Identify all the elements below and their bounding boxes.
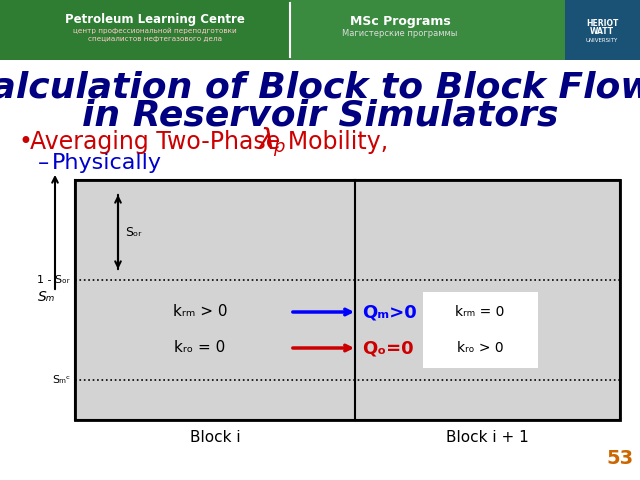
Text: 1 - Sₒᵣ: 1 - Sₒᵣ xyxy=(37,275,70,285)
Text: –: – xyxy=(38,153,49,173)
Text: Physically: Physically xyxy=(52,153,162,173)
Text: Averaging Two-Phase Mobility,: Averaging Two-Phase Mobility, xyxy=(30,130,396,154)
Text: λ: λ xyxy=(258,127,275,155)
Bar xyxy=(565,0,640,60)
Bar xyxy=(290,0,640,60)
Text: MSc Programs: MSc Programs xyxy=(349,15,451,28)
Text: специалистов нефтегазового дела: специалистов нефтегазового дела xyxy=(88,36,222,42)
Text: Petroleum Learning Centre: Petroleum Learning Centre xyxy=(65,13,245,26)
Text: kᵣₘ = 0: kᵣₘ = 0 xyxy=(455,305,505,319)
Text: центр профессиональной переподготовки: центр профессиональной переподготовки xyxy=(73,28,237,34)
Text: p: p xyxy=(273,138,284,156)
Text: WATT: WATT xyxy=(590,27,614,36)
Bar xyxy=(0,0,640,60)
Text: Block i: Block i xyxy=(189,431,240,445)
Text: Block i + 1: Block i + 1 xyxy=(446,431,529,445)
Text: 53: 53 xyxy=(607,448,634,468)
Text: Sₘᶜ: Sₘᶜ xyxy=(52,375,70,385)
Text: in Reservoir Simulators: in Reservoir Simulators xyxy=(82,99,558,133)
Text: Qₒ=0: Qₒ=0 xyxy=(362,339,413,357)
Text: Магистерские программы: Магистерские программы xyxy=(342,28,458,37)
Text: HERIOT: HERIOT xyxy=(586,20,618,28)
Bar xyxy=(75,180,620,420)
Text: Sₒᵣ: Sₒᵣ xyxy=(125,226,141,239)
Text: kᵣₘ > 0: kᵣₘ > 0 xyxy=(173,304,227,320)
Text: kᵣₒ > 0: kᵣₒ > 0 xyxy=(457,341,503,355)
Bar xyxy=(423,292,538,368)
Text: Qₘ>0: Qₘ>0 xyxy=(362,303,417,321)
Text: UNIVERSITY: UNIVERSITY xyxy=(586,37,618,43)
Text: •: • xyxy=(18,130,32,154)
Bar xyxy=(75,180,620,420)
Text: Calculation of Block to Block Flows: Calculation of Block to Block Flows xyxy=(0,71,640,105)
Text: Sₘ: Sₘ xyxy=(38,290,56,304)
Text: kᵣₒ = 0: kᵣₒ = 0 xyxy=(174,340,226,356)
